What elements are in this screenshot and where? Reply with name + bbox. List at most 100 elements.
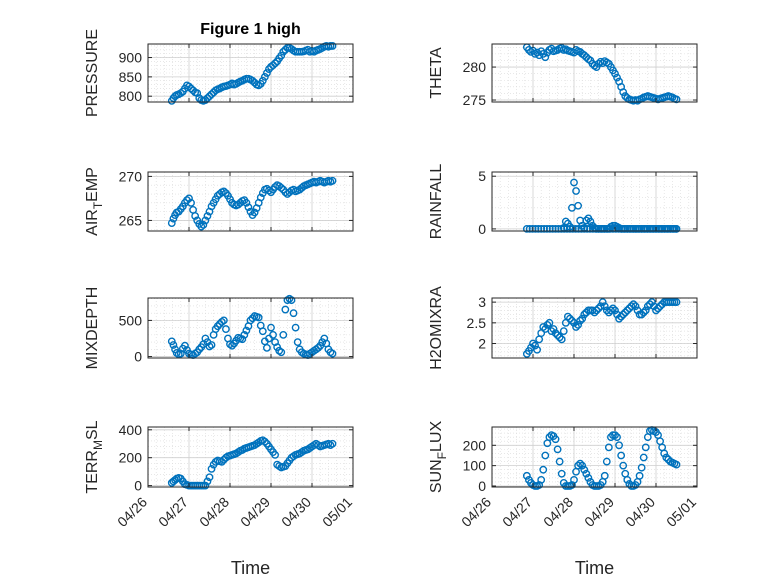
panel-6-data-point — [631, 302, 640, 311]
panel-8-data-point — [639, 453, 648, 462]
panel-6-data-point — [566, 314, 574, 323]
panel-3-data-point — [265, 186, 273, 195]
panel-1-data-point — [203, 94, 212, 103]
panel-7-x-tick-label: 05/01 — [319, 494, 355, 530]
panel-3-data-point — [197, 222, 206, 231]
panel-8-y-tick-label: 200 — [463, 437, 487, 453]
panel-4-data-point — [574, 201, 582, 210]
panel-3-data-point — [219, 187, 228, 196]
panel-3-data-point — [191, 212, 200, 220]
panel-5-data-point — [281, 305, 290, 314]
panel-1-data-point — [328, 42, 337, 50]
panel-1-data-point — [262, 69, 271, 77]
panel-1-axes-box — [147, 43, 354, 103]
panel-4-data-point — [586, 217, 595, 226]
panel-7-x-tick-label: 04/30 — [278, 494, 314, 530]
panel-5-data-point — [262, 343, 271, 352]
panel-4-data-point — [672, 224, 681, 233]
panel-8-data-point — [522, 471, 531, 480]
panel-3-data-point — [187, 198, 195, 207]
panel-8-data-point — [555, 457, 564, 466]
panel-5-data-point — [267, 323, 275, 332]
panel-6-data-point — [623, 306, 632, 315]
panel-1-data-point — [260, 72, 269, 81]
panel-7-axes-box — [147, 426, 354, 488]
panel-7-y-tick-label: 0 — [134, 478, 142, 494]
panel-5-data-point — [228, 341, 236, 350]
panel-6-data-point — [607, 306, 615, 315]
panel-6-data-point — [629, 300, 638, 309]
panel-6-data-point — [609, 304, 617, 313]
panel-3-y-tick-label: 270 — [119, 168, 143, 184]
panel-3-axes-box — [147, 171, 354, 232]
panel-6-axes-box — [491, 297, 698, 359]
panel-7-x-tick-label: 04/28 — [196, 494, 232, 530]
panel-6-data-point — [576, 316, 585, 325]
panel-6-data-point — [596, 302, 605, 311]
panel-2-data-point — [672, 95, 681, 104]
panel-2-data-point — [613, 73, 621, 82]
panel-7-background — [148, 427, 353, 487]
panel-8-data-point — [578, 461, 587, 470]
panel-8-data-point — [662, 453, 671, 462]
panel-1-data-point — [185, 82, 193, 91]
panel-8-data-point — [623, 475, 632, 484]
panel-6-data-point — [619, 310, 628, 319]
panel-2-data-point — [611, 69, 619, 78]
panel-1-y-axis-label: PRESSURE — [84, 29, 101, 117]
panel-6-data-point — [557, 335, 566, 344]
panel-7-data-point — [328, 439, 337, 448]
panel-5-data-point — [289, 309, 298, 318]
panel-8-data-point — [619, 461, 628, 470]
panel-8-data-point — [553, 445, 562, 454]
panel-8-data-point — [600, 471, 609, 480]
panel-4-data-point — [578, 221, 587, 230]
panel-3-data-point — [242, 198, 251, 207]
panel-1-data-point — [187, 84, 195, 93]
panel-6-y-tick-label: 2 — [478, 336, 486, 352]
panel-7-y-tick-label: 200 — [119, 450, 143, 466]
panel-3-data-point — [199, 220, 208, 229]
panel-5-data-point — [279, 330, 288, 339]
panel-1-data-point — [201, 96, 210, 104]
panel-3-y-tick-label: 265 — [119, 212, 143, 228]
panel-2-axes-box — [491, 43, 698, 103]
panel-8-data-point — [617, 451, 626, 460]
panel-2-data-point — [594, 59, 603, 68]
panel-8-data-point — [580, 465, 589, 474]
panel-6-data-point — [627, 302, 636, 311]
panel-4-y-axis-label: RAINFALL — [428, 164, 445, 240]
panel-4-data-point — [561, 217, 570, 226]
panel-2-data-point — [580, 51, 589, 60]
panel-8-data-point — [537, 475, 546, 484]
panel-2-y-tick-label: 275 — [463, 92, 487, 108]
panel-7-data-point — [271, 451, 279, 459]
panel-8-data-point — [613, 433, 621, 442]
panel-4-background — [492, 172, 697, 231]
panel-6-data-point — [574, 320, 582, 329]
panel-8-data-point — [576, 459, 585, 468]
panel-6-data-point — [572, 323, 580, 331]
panel-5-data-point — [180, 341, 189, 350]
panel-3-data-point — [328, 176, 337, 185]
panel-3-data-point — [201, 216, 210, 225]
panel-1-data-point — [279, 47, 288, 56]
panel-8-y-tick-label: 100 — [463, 458, 487, 474]
panel-3-data-point — [203, 212, 212, 220]
panel-4-y-tick-label: 0 — [478, 221, 486, 237]
panel-1-data-point — [277, 51, 286, 60]
panel-3-data-point — [277, 183, 286, 192]
panel-8-data-point — [615, 441, 623, 450]
panel-1-data-point — [258, 76, 267, 85]
panel-6-data-point — [549, 325, 558, 333]
panel-6-data-point — [580, 310, 589, 319]
panel-7-data-point — [203, 477, 212, 486]
panel-1-y-tick-label: 800 — [119, 88, 143, 104]
panel-5-data-point — [291, 323, 300, 332]
panel-6-data-point — [563, 312, 572, 321]
panel-7-data-point — [207, 464, 216, 473]
panel-6-data-point — [555, 333, 564, 342]
panel-6-data-point — [652, 306, 660, 315]
panel-6-y-tick-label: 3 — [478, 294, 486, 310]
